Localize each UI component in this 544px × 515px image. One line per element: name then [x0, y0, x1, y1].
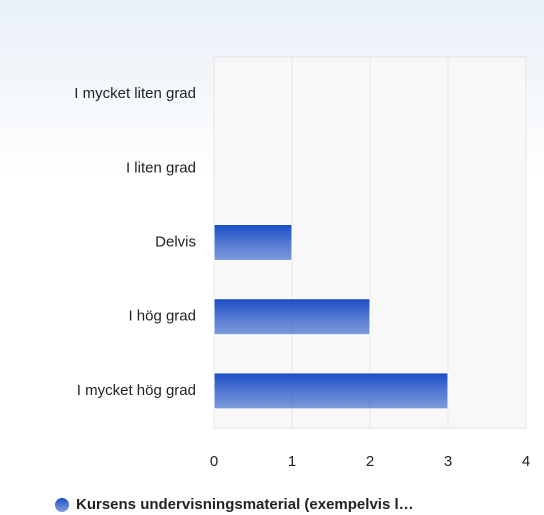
legend-marker: [55, 498, 69, 512]
bar: [213, 372, 449, 410]
y-tick-label: I mycket liten grad: [74, 85, 196, 102]
y-tick-label: Delvis: [155, 233, 196, 250]
x-tick-label: 2: [366, 453, 374, 470]
legend-label: Kursens undervisningsmaterial (exempelvi…: [76, 496, 414, 513]
y-tick-label: I hög grad: [128, 308, 196, 325]
bar: [213, 298, 371, 336]
x-tick-label: 1: [288, 453, 296, 470]
y-tick-label: I mycket hög grad: [77, 382, 196, 399]
bar: [213, 224, 293, 261]
x-tick-label: 4: [522, 453, 530, 470]
x-tick-label: 3: [444, 453, 452, 470]
x-tick-label: 0: [210, 453, 218, 470]
y-tick-label: I liten grad: [126, 159, 196, 176]
